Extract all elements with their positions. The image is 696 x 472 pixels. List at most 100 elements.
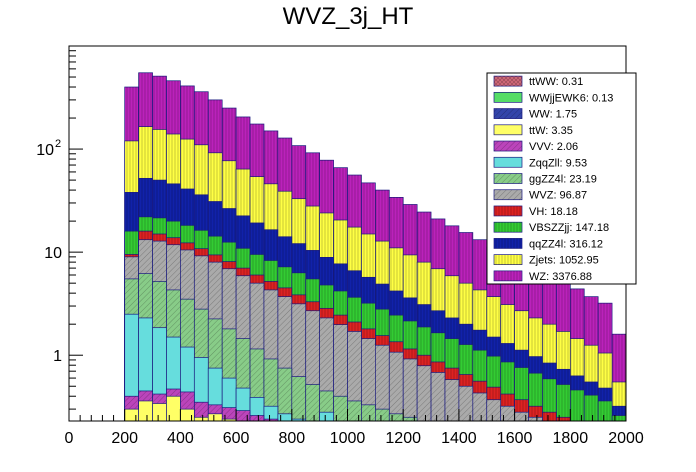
- axes: 0 200 400 600 800 1000 1200 1400 1600 1800 2000 1 10…: [36, 45, 644, 447]
- bar-hatch: [361, 338, 376, 421]
- bar-hatch: [612, 415, 626, 421]
- bar-hatch: [556, 384, 571, 421]
- bar-hatch: [236, 410, 251, 421]
- bar-hatch: [347, 400, 362, 421]
- bar-hatch: [542, 412, 557, 421]
- legend-label: WWjjEWK6: 0.13: [529, 92, 613, 104]
- bar-hatch: [194, 402, 209, 421]
- bar-hatch: [222, 407, 237, 421]
- legend: ttWW: 0.31 WWjjEWK6: 0.13 WW: 1.75 ttW: 3.3…: [486, 72, 637, 285]
- x-tick-label: 2000: [608, 430, 644, 447]
- x-tick-label: 0: [65, 430, 74, 447]
- bar-hatch: [486, 399, 501, 421]
- bar-ttw: [166, 395, 181, 422]
- bar-ttw: [180, 408, 195, 422]
- legend-label: Zjets: 1052.95: [529, 255, 599, 267]
- legend-swatch: [493, 124, 523, 136]
- legend-swatch: [493, 156, 523, 168]
- legend-swatch-hatch: [494, 254, 522, 265]
- x-tick-label: 600: [223, 430, 250, 447]
- legend-label: VH: 18.18: [529, 206, 578, 218]
- x-tick-label: 1600: [497, 430, 533, 447]
- legend-entry: ttW: 3.35: [493, 124, 573, 137]
- x-tick-label: 400: [167, 430, 194, 447]
- legend-entry: VBSZZjj: 147.18: [493, 221, 609, 234]
- legend-label: VBSZZjj: 147.18: [529, 222, 609, 234]
- bar-zqqzll: [319, 411, 334, 422]
- legend-entry: VH: 18.18: [493, 205, 578, 218]
- bar-hatch: [570, 389, 585, 421]
- bar-hatch: [375, 345, 390, 421]
- x-tick-label: 200: [111, 430, 138, 447]
- legend-entry: VVV: 2.06: [493, 140, 578, 153]
- legend-swatch-hatch: [494, 238, 522, 249]
- bar-ttw: [207, 413, 223, 422]
- bar-hatch: [584, 395, 599, 421]
- bar-ttw: [124, 408, 139, 422]
- x-tick-label: 800: [278, 430, 305, 447]
- legend-label: ttW: 3.35: [529, 125, 573, 137]
- legend-entry: ZqqZll: 9.53: [493, 156, 587, 169]
- bar-hatch: [431, 372, 445, 421]
- histogram-bars: [124, 72, 627, 422]
- bar-hatch: [361, 404, 376, 421]
- legend-swatch-hatch: [494, 108, 522, 119]
- y-tick-label: 10: [44, 245, 62, 262]
- x-tick-label: 1200: [385, 430, 421, 447]
- legend-label: WZ: 3376.88: [529, 271, 592, 283]
- x-tick-label: 1800: [553, 430, 589, 447]
- legend-swatch: [493, 91, 523, 103]
- bar-hatch: [291, 376, 306, 421]
- chart-title: WVZ_3j_HT: [283, 3, 414, 30]
- bar-hatch: [514, 412, 529, 421]
- x-tick-label: 1400: [441, 430, 477, 447]
- bar-hatch: [528, 417, 543, 421]
- legend-label: ggZZ4l: 23.19: [529, 174, 597, 186]
- legend-swatch-hatch: [494, 173, 522, 184]
- legend-label: ZqqZll: 9.53: [529, 157, 587, 169]
- bar-hatch: [444, 379, 459, 421]
- legend-entry: WWjjEWK6: 0.13: [493, 91, 613, 104]
- legend-label: VVV: 2.06: [529, 141, 578, 153]
- bar-hatch: [389, 352, 404, 421]
- bar-hatch: [472, 392, 487, 421]
- legend-entry: qqZZ4l: 316.12: [493, 238, 603, 250]
- legend-entry: WZ: 3376.88: [493, 270, 592, 283]
- legend-label: WVZ: 96.87: [529, 190, 587, 202]
- legend-swatch-hatch: [494, 205, 522, 216]
- bar-hatch: [403, 358, 418, 421]
- legend-label: qqZZ4l: 316.12: [529, 238, 603, 250]
- bar-hatch: [500, 406, 515, 421]
- legend-label: ttWW: 0.31: [529, 76, 583, 88]
- legend-swatch-hatch: [494, 270, 522, 281]
- y-tick-exponent: 2: [55, 138, 61, 150]
- bar-zqqzll: [277, 413, 293, 422]
- bar-hatch: [250, 415, 264, 421]
- legend-swatch-hatch: [494, 141, 522, 152]
- bar-ttw: [152, 403, 167, 422]
- legend-entry: ggZZ4l: 23.19: [493, 173, 597, 186]
- legend-entry: ttWW: 0.31: [493, 75, 583, 88]
- legend-entry: Zjets: 1052.95: [493, 254, 599, 267]
- bar-hatch: [556, 417, 571, 421]
- bar-hatch: [347, 331, 362, 421]
- legend-swatch-hatch: [494, 189, 522, 200]
- bar-hatch: [458, 386, 473, 421]
- bar-hatch: [598, 400, 613, 421]
- bar-ttw: [138, 400, 153, 422]
- y-tick-label: 1: [53, 348, 62, 365]
- bar-ttw: [193, 416, 209, 422]
- bar-hatch: [305, 384, 320, 421]
- legend-entry: WVZ: 96.87: [493, 189, 587, 202]
- legend-entry: WW: 1.75: [493, 108, 577, 121]
- legend-swatch-hatch: [494, 222, 522, 233]
- bar-hatch: [263, 419, 278, 421]
- x-tick-label: 1000: [330, 430, 366, 447]
- bar-hatch: [542, 378, 557, 421]
- y-tick-label: 10: [36, 142, 54, 159]
- bar-hatch: [277, 368, 292, 421]
- bar-hatch: [375, 409, 390, 421]
- series-ttw: [124, 395, 237, 422]
- bar-hatch: [417, 365, 432, 421]
